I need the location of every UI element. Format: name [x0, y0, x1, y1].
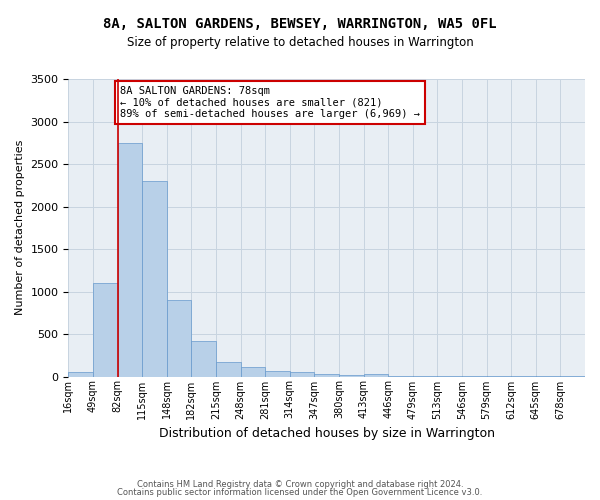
- Bar: [167, 300, 191, 376]
- Bar: [290, 372, 314, 376]
- Text: 8A SALTON GARDENS: 78sqm
← 10% of detached houses are smaller (821)
89% of semi-: 8A SALTON GARDENS: 78sqm ← 10% of detach…: [120, 86, 420, 119]
- Bar: [191, 341, 216, 376]
- Text: 8A, SALTON GARDENS, BEWSEY, WARRINGTON, WA5 0FL: 8A, SALTON GARDENS, BEWSEY, WARRINGTON, …: [103, 18, 497, 32]
- Bar: [93, 283, 118, 376]
- Bar: [118, 143, 142, 376]
- Text: Size of property relative to detached houses in Warrington: Size of property relative to detached ho…: [127, 36, 473, 49]
- Bar: [364, 374, 388, 376]
- X-axis label: Distribution of detached houses by size in Warrington: Distribution of detached houses by size …: [159, 427, 495, 440]
- Text: Contains HM Land Registry data © Crown copyright and database right 2024.: Contains HM Land Registry data © Crown c…: [137, 480, 463, 489]
- Y-axis label: Number of detached properties: Number of detached properties: [15, 140, 25, 316]
- Bar: [241, 367, 265, 376]
- Bar: [314, 374, 339, 376]
- Text: Contains public sector information licensed under the Open Government Licence v3: Contains public sector information licen…: [118, 488, 482, 497]
- Bar: [265, 370, 290, 376]
- Bar: [68, 372, 93, 376]
- Bar: [142, 181, 167, 376]
- Bar: [339, 375, 364, 376]
- Bar: [216, 362, 241, 376]
